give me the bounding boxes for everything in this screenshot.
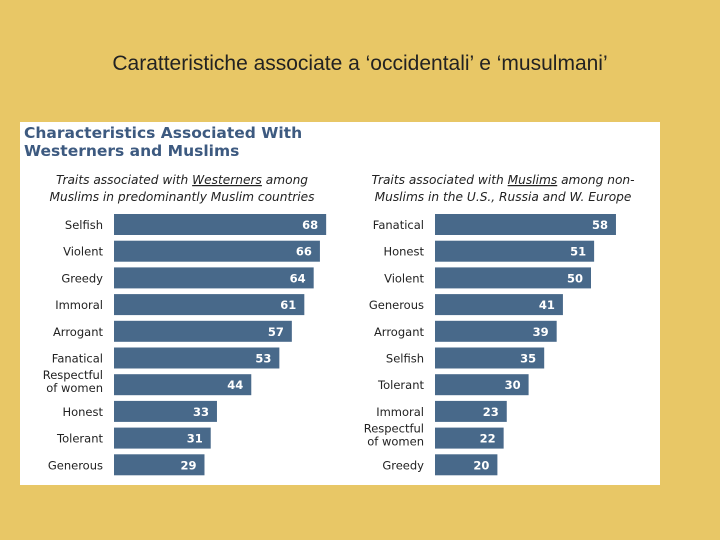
chart-1-bar [114, 347, 280, 369]
chart-2-bar [435, 374, 529, 396]
chart-1-category-label: Respectful of women [43, 368, 103, 395]
chart-1-bar [114, 267, 314, 289]
chart-2-category-label: Fanatical [373, 218, 424, 232]
chart-1-category-label: Fanatical [52, 352, 103, 366]
chart-2-bar [435, 347, 545, 369]
chart-2-bar [435, 454, 498, 476]
chart-1-value-label: 64 [290, 271, 306, 285]
chart-1-value-label: 61 [280, 298, 296, 312]
chart-2-bar [435, 400, 507, 422]
chart-panel: Characteristics Associated With Westerne… [20, 122, 660, 485]
chart-1-category-label: Tolerant [56, 432, 103, 446]
chart-2-category-label: Violent [384, 271, 424, 285]
chart-1-category-label: Generous [48, 458, 103, 472]
chart-title-line2: Westerners and Muslims [24, 142, 240, 160]
chart-1-value-label: 57 [268, 325, 284, 339]
chart-1-category-label: Selfish [65, 218, 103, 232]
chart-2-bar [435, 320, 557, 342]
chart-1-bar [114, 374, 252, 396]
chart-1-category-label: Honest [62, 405, 103, 419]
slide-title: Caratteristiche associate a ‘occidentali… [112, 52, 608, 75]
chart-1-bar [114, 427, 211, 449]
chart-1-value-label: 44 [227, 378, 243, 392]
chart-1-value-label: 33 [193, 405, 209, 419]
chart-2-category-label: Selfish [386, 352, 424, 366]
chart-1-bar [114, 240, 320, 262]
chart-title-line1: Characteristics Associated With [24, 124, 303, 142]
chart-2-category-label: Greedy [382, 458, 424, 472]
chart-1-value-label: 31 [187, 432, 203, 446]
chart-2-value-label: 30 [505, 378, 521, 392]
chart-2-value-label: 41 [539, 298, 555, 312]
chart-1-subtitle-line2: Muslims in predominantly Muslim countrie… [49, 190, 315, 204]
chart-2-bar [435, 427, 504, 449]
chart-2-value-label: 22 [480, 432, 496, 446]
chart-1-bar [114, 454, 205, 476]
chart-1-category-label: Arrogant [53, 325, 104, 339]
chart-2-category-label: Tolerant [377, 378, 424, 392]
chart-2-category-label: Arrogant [374, 325, 425, 339]
chart-2-bar [435, 294, 563, 316]
chart-2-value-label: 23 [483, 405, 499, 419]
chart-2-category-label: Generous [369, 298, 424, 312]
chart-1-category-label: Greedy [61, 271, 103, 285]
chart-1-value-label: 68 [302, 218, 318, 232]
chart-1-category-label: Immoral [55, 298, 103, 312]
chart-2-value-label: 39 [533, 325, 549, 339]
chart-2-value-label: 51 [570, 245, 586, 259]
chart-2-bar [435, 240, 595, 262]
chart-2-category-label: Honest [383, 245, 424, 259]
chart-1-value-label: 29 [180, 458, 196, 472]
chart-1-subtitle-line1: Traits associated with Westerners among [56, 173, 308, 187]
chart-1-category-label: Violent [63, 245, 103, 259]
chart-2-value-label: 50 [567, 271, 583, 285]
chart-1-bar [114, 320, 292, 342]
chart-2-value-label: 35 [520, 352, 536, 366]
chart-2-value-label: 20 [473, 458, 489, 472]
chart-1-bar [114, 294, 305, 316]
chart-1-value-label: 53 [255, 352, 271, 366]
chart-2-bar [435, 214, 616, 235]
chart-2-subtitle-line2: Muslims in the U.S., Russia and W. Europ… [375, 190, 632, 204]
chart-1-value-label: 66 [296, 245, 312, 259]
chart-2-category-label: Immoral [376, 405, 424, 419]
chart-1-bar [114, 214, 327, 235]
chart-2-bar [435, 267, 591, 289]
chart-2-value-label: 58 [592, 218, 608, 232]
bar-charts: Traits associated with Westerners among M… [43, 173, 635, 476]
chart-title: Characteristics Associated With Westerne… [24, 124, 344, 160]
chart-2-category-label: Respectful of women [364, 422, 424, 449]
chart-2-subtitle-line1: Traits associated with Muslims among non… [371, 173, 634, 187]
chart-1-bar [114, 400, 217, 422]
